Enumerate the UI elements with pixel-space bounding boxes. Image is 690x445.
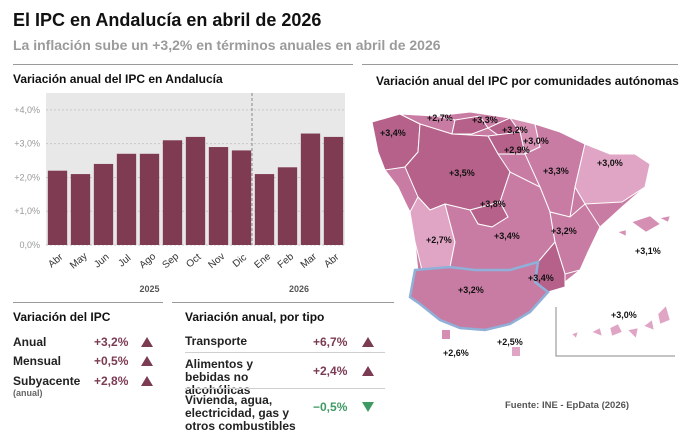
arrow-up-icon (141, 337, 153, 347)
map-value-andalucia: +3,2% (458, 285, 484, 295)
type-row-label: Alimentos y bebidas no alcohólicas (185, 357, 254, 397)
bar (47, 170, 68, 245)
arrow-up-icon (141, 376, 153, 386)
x-tick-label: Jul (116, 253, 133, 270)
region-canarias (571, 305, 671, 339)
map-value-comunitat-valenciana: +3,2% (551, 226, 577, 236)
x-tick-label: Sep (161, 251, 182, 271)
row-separator (185, 352, 385, 353)
region-ceuta (442, 330, 450, 339)
year-label: 2026 (289, 284, 309, 294)
ipc-summary-title: Variación del IPC (13, 310, 111, 324)
x-tick-label: Feb (276, 251, 297, 271)
y-tick-label: +4,0% (14, 105, 40, 115)
canarias-frame (555, 307, 675, 357)
bar (300, 133, 321, 245)
x-tick-label: Ago (138, 251, 159, 271)
map-value-baleares: +3,1% (635, 246, 661, 256)
x-tick-label: May (68, 251, 90, 272)
bar (231, 150, 252, 245)
map-value-melilla: +2,5% (497, 337, 523, 347)
map-value-extremadura: +2,7% (426, 235, 452, 245)
y-tick-label: +1,0% (14, 206, 40, 216)
y-tick-label: +2,0% (14, 172, 40, 182)
bar (162, 140, 183, 245)
page-title: El IPC en Andalucía en abril de 2026 (13, 10, 322, 30)
region-cantabria (451, 115, 489, 135)
map-value-murcia: +3,4% (528, 273, 554, 283)
type-row-value: +6,7% (313, 335, 348, 349)
map-value-canarias: +3,0% (611, 310, 637, 320)
region-cataluna (574, 143, 651, 205)
bar (185, 136, 206, 245)
bar (116, 153, 137, 245)
source-note: Fuente: INE - EpData (2026) (505, 400, 630, 411)
type-row-value: +2,4% (313, 364, 348, 378)
map-value-ceuta: +2,6% (443, 348, 469, 358)
map-value-pais-vasco: +3,2% (502, 125, 528, 135)
ipc-row-label: Mensual (13, 354, 62, 368)
region-andalucia (408, 260, 550, 332)
divider (13, 64, 353, 65)
x-tick-label: Abr (46, 251, 66, 270)
map-value-aragon: +3,3% (543, 166, 569, 176)
map-value-castilla-y-leon: +3,5% (449, 168, 475, 178)
map-value-navarra: +3,0% (523, 136, 549, 146)
x-tick-label: Dic (231, 252, 249, 270)
region-baleares (617, 215, 671, 237)
ipc-row-sublabel: (anual) (13, 388, 43, 398)
ipc-row-value: +3,2% (94, 335, 129, 349)
page-subtitle: La inflación sube un +3,2% en términos a… (13, 37, 441, 53)
region-melilla (512, 347, 520, 356)
y-tick-label: 0,0% (19, 240, 40, 250)
ipc-row-value: +2,8% (94, 374, 129, 388)
bar (139, 153, 160, 245)
bar (208, 147, 229, 245)
bar (254, 174, 275, 245)
bar (70, 174, 91, 245)
arrow-up-icon (141, 356, 153, 366)
divider (13, 302, 163, 303)
x-tick-label: Jun (92, 252, 111, 271)
ipc-row-label: Anual (13, 335, 47, 349)
by-type-title: Variación anual, por tipo (185, 310, 325, 324)
map-value-castilla-la-mancha: +3,4% (494, 231, 520, 241)
divider (362, 64, 678, 65)
map-value-cataluna: +3,0% (597, 158, 623, 168)
map-title: Variación anual del IPC por comunidades … (376, 74, 679, 88)
map-value-cantabria: +3,3% (472, 115, 498, 125)
x-tick-label: Nov (207, 251, 228, 271)
year-label: 2025 (139, 284, 159, 294)
bar (93, 163, 114, 245)
bar-chart: +4,0%+3,0%+2,0%+1,0%0,0%Abr May Jun Jul Ago S… (14, 93, 345, 294)
divider (172, 302, 394, 303)
arrow-up-icon (362, 366, 374, 376)
bar (323, 136, 344, 245)
y-tick-label: +3,0% (14, 139, 40, 149)
type-row-value: −0,5% (313, 400, 348, 414)
x-tick-label: Abr (322, 251, 342, 270)
x-tick-label: Ene (253, 251, 274, 271)
map-value-asturias: +2,7% (427, 113, 453, 123)
map-value-madrid: +3,8% (480, 199, 506, 209)
type-row-label: Transporte (185, 334, 248, 348)
x-tick-label: Mar (299, 251, 320, 271)
ipc-row-label: Subyacente (13, 374, 81, 388)
spain-map (371, 111, 675, 357)
x-tick-label: Oct (184, 252, 203, 271)
bar (277, 167, 298, 245)
arrow-up-icon (362, 337, 374, 347)
row-separator (185, 388, 385, 389)
map-value-la-rioja: +2,9% (504, 145, 530, 155)
type-row-label: Vivienda, agua, electricidad, gas y otro… (185, 393, 296, 433)
ipc-row-value: +0,5% (94, 354, 129, 368)
bar-chart-title: Variación anual del IPC en Andalucía (13, 72, 223, 86)
map-value-galicia: +3,4% (380, 128, 406, 138)
arrow-down-icon (362, 402, 374, 412)
